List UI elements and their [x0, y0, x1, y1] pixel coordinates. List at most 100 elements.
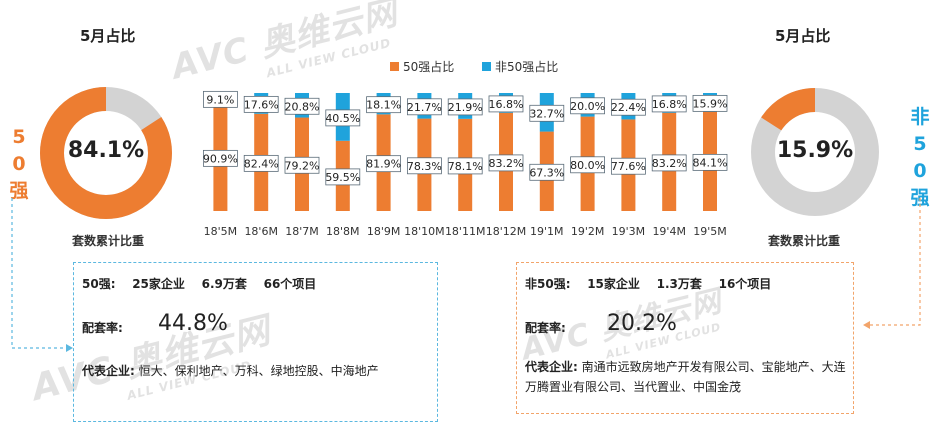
left-rep-label: 代表企业:	[82, 364, 135, 378]
x-tick-label: 19'1M	[530, 225, 564, 238]
right-arrowhead	[863, 321, 870, 329]
left-rate-label: 配套率:	[82, 321, 123, 335]
x-tick-label: 18'9M	[367, 225, 401, 238]
data-label-non-top50: 20.0%	[570, 100, 605, 113]
x-tick-label: 18'7M	[285, 225, 319, 238]
legend-label: 50强占比	[403, 59, 454, 74]
data-label-non-top50: 40.5%	[325, 112, 360, 125]
left-info-box: 50强: 25家企业 6.9万套 66个项目 配套率: 44.8% 代表企业: …	[73, 262, 438, 422]
left-panel-title: 5月占比	[80, 27, 136, 45]
x-tick-label: 19'5M	[693, 225, 727, 238]
right-info-box: 非50强: 15家企业 1.3万套 16个项目 配套率: 20.2% 代表企业:…	[516, 262, 854, 414]
right-side-tag-text: 非50强	[910, 106, 930, 209]
data-label-box	[243, 154, 279, 172]
legend-swatch	[390, 62, 399, 71]
x-tick-label: 18'5M	[204, 225, 238, 238]
data-label-top50: 84.1%	[693, 156, 728, 169]
x-tick-label: 19'2M	[571, 225, 605, 238]
data-label-non-top50: 9.1%	[206, 93, 234, 106]
data-label-non-top50: 18.1%	[366, 99, 401, 112]
right-side-tag: 非50强	[904, 104, 936, 212]
right-rep: 代表企业: 南通市远致房地产开发有限公司、宝能地产、大连万腾置业有限公司、当代置…	[525, 357, 847, 397]
stacked-bar-chart: 50强占比 非50强占比 90.9% 9.1% 18'5M 82.4% 17.6% 18'6M…	[202, 59, 728, 238]
data-label-non-top50: 21.9%	[448, 101, 483, 114]
right-summary: 非50强: 15家企业 1.3万套 16个项目	[525, 277, 772, 291]
data-label-box	[488, 95, 524, 113]
data-label-box	[447, 98, 483, 116]
x-tick-label: 18'8M	[326, 225, 360, 238]
data-label-non-top50: 21.7%	[407, 101, 442, 114]
data-label-top50: 78.3%	[407, 160, 442, 173]
data-label-box	[406, 98, 442, 116]
data-label-box	[610, 98, 646, 116]
left-side-tag: 50强	[4, 124, 34, 205]
data-label-box	[202, 149, 238, 167]
data-label-box	[529, 163, 565, 181]
data-label-box	[692, 153, 728, 171]
data-label-box	[325, 109, 361, 127]
data-label-box	[325, 168, 361, 186]
data-label-box	[529, 104, 565, 122]
right-rep-label: 代表企业:	[525, 360, 578, 374]
data-label-box	[651, 95, 687, 113]
legend-label: 非50强占比	[495, 59, 558, 74]
data-label-non-top50: 22.4%	[611, 101, 646, 114]
data-label-top50: 80.0%	[570, 159, 605, 172]
right-connector	[870, 198, 921, 326]
data-label-non-top50: 15.9%	[693, 97, 728, 110]
data-label-non-top50: 16.8%	[489, 98, 524, 111]
data-label-top50: 83.2%	[652, 157, 687, 170]
data-label-non-top50: 20.8%	[285, 100, 320, 113]
data-label-box	[570, 156, 606, 174]
data-label-top50: 83.2%	[489, 157, 524, 170]
left-side-tag-text: 50强	[9, 126, 29, 202]
right-rate-value: 20.2%	[607, 311, 677, 336]
data-label-top50: 78.1%	[448, 160, 483, 173]
data-label-box	[406, 157, 442, 175]
right-donut-percent: 15.9%	[776, 138, 854, 163]
right-rep-text: 南通市远致房地产开发有限公司、宝能地产、大连万腾置业有限公司、当代置业、中国金茂	[525, 360, 846, 394]
left-donut	[40, 87, 172, 219]
data-label-box	[651, 154, 687, 172]
right-panel-title: 5月占比	[775, 27, 831, 45]
data-label-box	[692, 94, 728, 112]
data-label-non-top50: 32.7%	[529, 107, 564, 120]
x-tick-label: 18'12M	[486, 225, 527, 238]
legend-swatch	[482, 62, 491, 71]
left-donut-percent: 84.1%	[67, 138, 145, 163]
data-label-top50: 79.2%	[285, 159, 320, 172]
left-connector	[11, 198, 66, 349]
right-caption: 套数累计比重	[768, 234, 841, 248]
data-label-top50: 59.5%	[325, 171, 360, 184]
left-rep-text: 恒大、保利地产、万科、绿地控股、中海地产	[138, 364, 379, 378]
legend: 50强占比 非50强占比	[390, 59, 558, 74]
x-tick-label: 19'4M	[652, 225, 686, 238]
left-summary: 50强: 25家企业 6.9万套 66个项目	[82, 277, 317, 291]
data-label-box	[610, 157, 646, 175]
data-label-box	[202, 90, 238, 108]
left-arrowhead	[66, 344, 73, 352]
data-label-non-top50: 16.8%	[652, 98, 687, 111]
data-label-box	[243, 95, 279, 113]
x-tick-label: 18'6M	[244, 225, 278, 238]
x-tick-label: 18'10M	[404, 225, 445, 238]
left-caption: 套数累计比重	[72, 234, 145, 248]
right-rate-label: 配套率:	[525, 321, 566, 335]
right-donut	[751, 88, 879, 216]
data-label-top50: 82.4%	[244, 157, 279, 170]
left-rep: 代表企业: 恒大、保利地产、万科、绿地控股、中海地产	[82, 361, 432, 381]
left-rate-value: 44.8%	[158, 311, 228, 336]
left-donut-arc	[40, 87, 172, 219]
data-label-top50: 90.9%	[203, 152, 238, 165]
right-donut-arc	[751, 88, 879, 216]
data-label-box	[284, 97, 320, 115]
data-label-top50: 77.6%	[611, 160, 646, 173]
data-label-top50: 67.3%	[529, 166, 564, 179]
x-tick-label: 18'11M	[445, 225, 486, 238]
data-label-box	[447, 157, 483, 175]
data-label-top50: 81.9%	[366, 158, 401, 171]
data-label-box	[366, 96, 402, 114]
data-label-box	[284, 156, 320, 174]
data-label-box	[488, 154, 524, 172]
